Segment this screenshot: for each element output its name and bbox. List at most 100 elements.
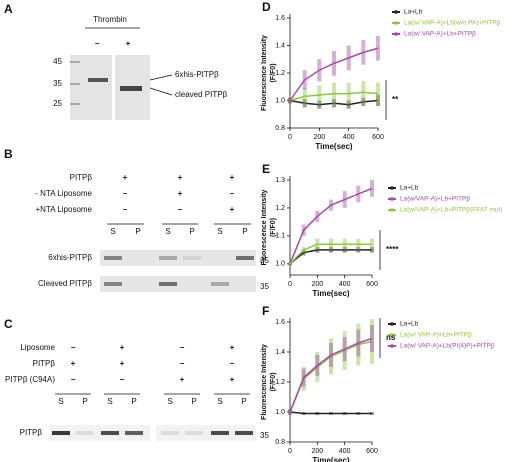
band bbox=[236, 256, 254, 260]
series-line bbox=[289, 47, 379, 101]
lane-label: P bbox=[191, 397, 196, 406]
pointer bbox=[149, 74, 173, 81]
x-tick-label: 600 bbox=[366, 448, 378, 455]
mw-marker: 35 bbox=[53, 79, 62, 88]
x-tick-label: 600 bbox=[366, 281, 378, 288]
significance: ** bbox=[392, 95, 399, 104]
x-tick-label: 200 bbox=[311, 281, 323, 288]
x-tick-label: 600 bbox=[372, 134, 384, 141]
significance: ns bbox=[386, 333, 396, 342]
x-axis-title: Time(sec) bbox=[312, 289, 350, 298]
gel-gap bbox=[150, 424, 156, 442]
gel bbox=[112, 55, 115, 120]
band-label: 6xhis-PITPβ bbox=[175, 70, 219, 79]
condition-sign: + bbox=[120, 343, 125, 352]
y-axis-title: Fluorescence Intensity bbox=[261, 189, 268, 265]
lane-label: S bbox=[165, 227, 170, 236]
band bbox=[159, 282, 177, 286]
y-tick-label: 1.6 bbox=[275, 319, 285, 326]
panel-letter: D bbox=[262, 0, 271, 14]
series-line bbox=[289, 411, 372, 415]
condition-label: PITPβ bbox=[33, 359, 56, 368]
band bbox=[211, 282, 229, 286]
y-tick-label: 1.0 bbox=[275, 261, 285, 268]
band bbox=[211, 431, 229, 435]
series-line bbox=[289, 337, 373, 413]
lane-label: S bbox=[58, 397, 63, 406]
x-tick-label: 400 bbox=[343, 134, 355, 141]
condition-sign: − bbox=[230, 189, 235, 198]
band bbox=[125, 431, 143, 435]
y-tick-label: 1.2 bbox=[275, 205, 285, 212]
condition-sign: − bbox=[71, 375, 76, 384]
y-tick-label: 1.4 bbox=[275, 42, 285, 49]
lane-label: S bbox=[107, 397, 112, 406]
lane-label: S bbox=[167, 397, 172, 406]
condition-sign: − bbox=[180, 343, 185, 352]
x-tick-label: 400 bbox=[339, 448, 351, 455]
lane-label: S bbox=[217, 227, 222, 236]
y-axis-title: (F/F0) bbox=[270, 63, 277, 82]
lane-label: P bbox=[242, 227, 247, 236]
condition-sign: + bbox=[180, 375, 185, 384]
condition-sign: − bbox=[180, 359, 185, 368]
condition-label: PITPβ (C94A) bbox=[5, 375, 55, 384]
legend-label: La(w/VAP-A)+Lb+PITPβ(FFAT mut) bbox=[400, 207, 502, 214]
row-label: PITPβ bbox=[20, 428, 43, 437]
x-tick-label: 0 bbox=[288, 281, 292, 288]
band bbox=[76, 431, 94, 435]
band bbox=[88, 78, 108, 82]
panel-letter: F bbox=[262, 304, 269, 318]
y-axis-title: Fluorescence Intensity bbox=[261, 344, 268, 420]
band bbox=[104, 256, 122, 260]
x-tick-label: 400 bbox=[339, 281, 351, 288]
band bbox=[235, 431, 253, 435]
band bbox=[161, 431, 179, 435]
band bbox=[183, 256, 201, 260]
lane-label: P bbox=[131, 397, 136, 406]
x-tick-label: 0 bbox=[288, 134, 292, 141]
legend-marker bbox=[394, 21, 398, 25]
condition-sign: + bbox=[123, 173, 128, 182]
y-tick-label: 1.2 bbox=[275, 379, 285, 386]
y-tick-label: 1.3 bbox=[275, 177, 285, 184]
panel-letter: A bbox=[4, 2, 13, 16]
x-axis-title: Time(sec) bbox=[315, 142, 353, 151]
gel bbox=[100, 250, 256, 266]
y-tick-label: 1.2 bbox=[275, 70, 285, 77]
condition-label: +NTA Liposome bbox=[35, 205, 92, 214]
marker-band bbox=[70, 83, 80, 85]
condition-sign: + bbox=[178, 189, 183, 198]
legend-label: La(w/VAP-A)+Lb+PITPβ bbox=[400, 196, 470, 203]
band bbox=[120, 86, 142, 91]
mw-marker: 35 bbox=[260, 282, 269, 291]
band-label: cleaved PITPβ bbox=[175, 90, 228, 99]
mw-marker: 25 bbox=[53, 99, 62, 108]
y-axis-title: (F/F0) bbox=[270, 372, 277, 391]
condition-sign: + bbox=[178, 173, 183, 182]
lane-label: S bbox=[110, 227, 115, 236]
panel-letter: C bbox=[4, 317, 13, 331]
condition-sign: − bbox=[123, 189, 128, 198]
lane-label: S bbox=[217, 397, 222, 406]
legend-label: La+Lb bbox=[400, 321, 419, 328]
condition-sign: + bbox=[230, 343, 235, 352]
band bbox=[185, 431, 203, 435]
y-tick-label: 0.8 bbox=[275, 125, 285, 132]
legend-marker bbox=[390, 197, 394, 201]
band bbox=[159, 256, 177, 260]
legend-marker bbox=[390, 186, 394, 190]
series-line bbox=[289, 99, 379, 106]
legend-marker bbox=[390, 208, 394, 212]
mw-marker: 35 bbox=[260, 256, 269, 265]
condition-sign: − bbox=[120, 375, 125, 384]
legend-marker bbox=[390, 344, 394, 348]
band bbox=[101, 431, 119, 435]
legend-marker bbox=[390, 333, 394, 337]
legend-label: La+Lb bbox=[400, 185, 419, 192]
lane-sign: − bbox=[95, 39, 100, 48]
panel-letter: E bbox=[262, 162, 270, 176]
y-tick-label: 1.0 bbox=[275, 97, 285, 104]
mw-marker: 45 bbox=[53, 57, 62, 66]
